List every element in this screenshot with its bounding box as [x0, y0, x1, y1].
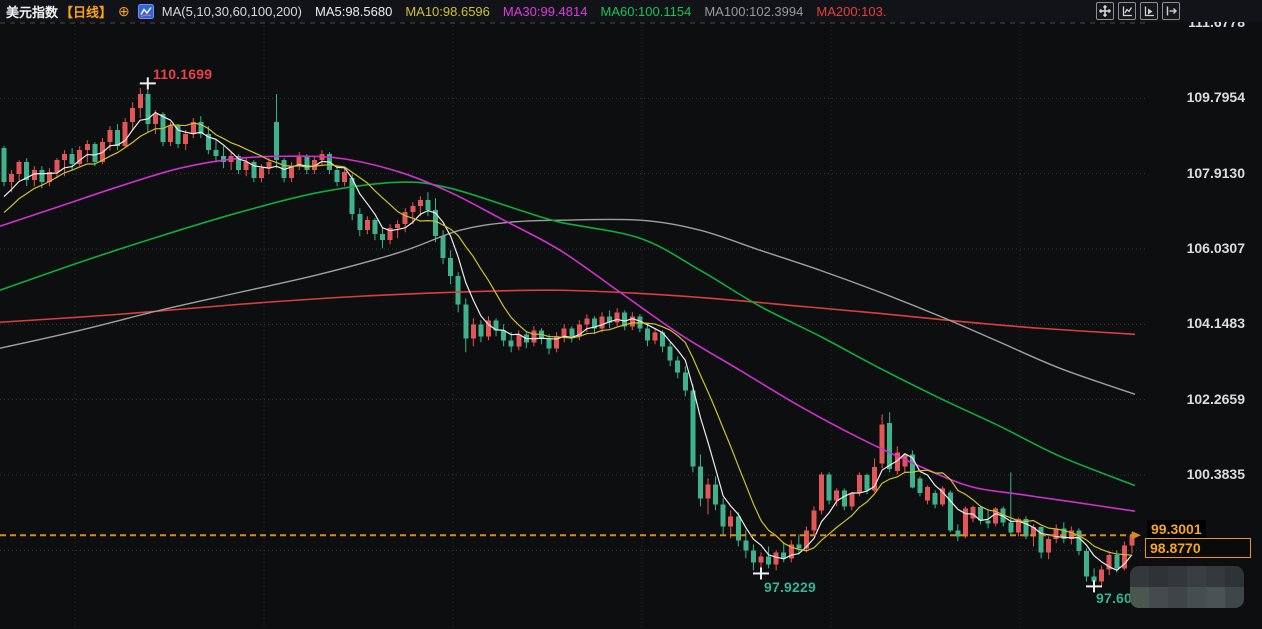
- high-annotation: 110.1699: [153, 66, 213, 82]
- last-price-badge: 98.8770: [1145, 538, 1251, 558]
- add-indicator-icon[interactable]: ⊕: [118, 2, 130, 19]
- pop-out-icon[interactable]: [1162, 2, 1180, 20]
- axis-label-6: 100.3835: [1186, 465, 1245, 482]
- axis-label-2: 107.9130: [1186, 164, 1245, 181]
- ma-value-4: MA100:102.3994: [704, 3, 804, 19]
- axis-label-4: 104.1483: [1186, 315, 1245, 332]
- price-line-upper-label: 99.3001: [1147, 520, 1206, 538]
- ma-value-2: MA30:99.4814: [502, 3, 588, 19]
- pan-crosshair-icon[interactable]: [1096, 2, 1114, 20]
- ma-value-5: MA200:103.: [816, 3, 887, 19]
- low-annotation-1: 97.9229: [764, 579, 817, 595]
- ma-value-3: MA60:100.1154: [600, 3, 692, 19]
- axis-label-5: 102.2659: [1186, 390, 1245, 407]
- low-annotation-2: 97.60: [1096, 590, 1133, 606]
- symbol-title: 美元指数: [6, 4, 59, 20]
- playback-icon[interactable]: [1140, 2, 1158, 20]
- period-label[interactable]: 【日线】: [60, 4, 113, 20]
- kline-style-icon[interactable]: [137, 3, 154, 19]
- ma-group-label: MA(5,10,30,60,100,200): [161, 3, 302, 19]
- header: 美元指数 【日线】 ⊕ MA(5,10,30,60,100,200) MA5:9…: [0, 0, 1262, 22]
- axis-label-1: 109.7954: [1186, 89, 1245, 106]
- chart-toolbar: [1096, 2, 1180, 20]
- axis-label-3: 106.0307: [1186, 239, 1245, 256]
- fit-chart-axis-icon[interactable]: [1118, 2, 1136, 20]
- ma-value-0: MA5:98.5680: [314, 3, 393, 19]
- censored-watermark-mosaic: [1130, 566, 1244, 608]
- ma-value-1: MA10:98.6596: [405, 3, 490, 19]
